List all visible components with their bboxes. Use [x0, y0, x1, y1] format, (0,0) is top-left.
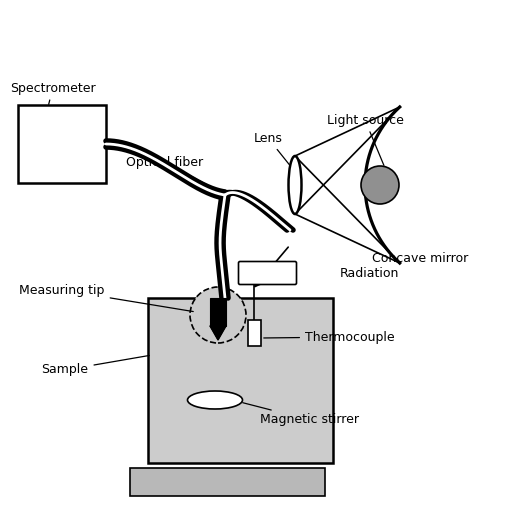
Ellipse shape [288, 156, 301, 214]
FancyBboxPatch shape [238, 262, 296, 285]
Circle shape [190, 287, 245, 343]
Text: Spectrometer: Spectrometer [10, 82, 96, 104]
Ellipse shape [187, 391, 242, 409]
Text: Measuring tip: Measuring tip [19, 283, 193, 312]
Text: Thermocouple: Thermocouple [263, 331, 394, 344]
Text: Lens: Lens [253, 131, 290, 166]
Bar [18, 105, 106, 183]
Bar [247, 320, 261, 346]
Text: Magnetic stirrer: Magnetic stirrer [242, 403, 359, 426]
Polygon shape [210, 326, 225, 340]
Text: Light source: Light source [326, 113, 403, 165]
Text: OO°C: OO°C [253, 268, 280, 278]
Text: Radiation: Radiation [340, 267, 399, 279]
Bar [130, 468, 324, 496]
Circle shape [360, 166, 398, 204]
Text: Sample: Sample [41, 356, 149, 377]
Text: Concave mirror: Concave mirror [371, 252, 467, 265]
Bar [210, 298, 225, 326]
Bar [148, 298, 332, 463]
Text: Optical fiber: Optical fiber [126, 155, 217, 191]
